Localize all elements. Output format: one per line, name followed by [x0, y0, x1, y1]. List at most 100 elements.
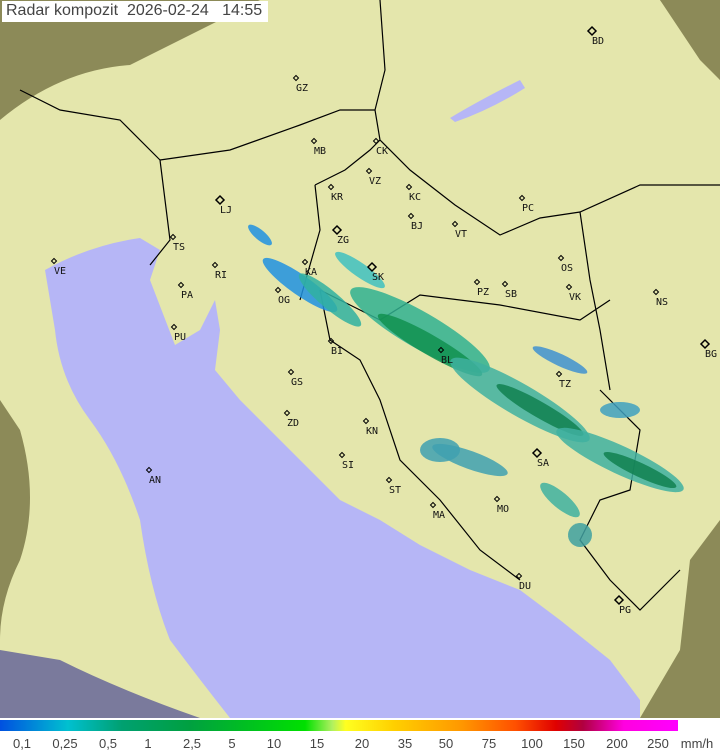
city-zg: ZG — [331, 224, 349, 246]
city-label: MA — [433, 510, 445, 521]
city-marker-icon — [613, 594, 625, 606]
city-bd: BD — [586, 25, 604, 47]
city-pg: PG — [613, 594, 631, 616]
city-label: SK — [372, 272, 384, 283]
city-marker-icon — [555, 370, 563, 378]
city-markers: BD GZ MB CK VZ KR KC PC LJ BJ VT ZG TS VE OS SK KA RI PZ SB… — [50, 25, 717, 616]
colorbar-label: 100 — [521, 736, 543, 751]
city-marker-icon — [652, 288, 660, 296]
city-ck: CK — [372, 137, 388, 157]
city-ns: NS — [652, 288, 668, 308]
city-kr: KR — [327, 183, 344, 203]
city-label: SB — [505, 289, 517, 300]
city-label: VE — [54, 266, 66, 277]
city-pc: PC — [518, 194, 534, 214]
city-bg: BG — [699, 338, 717, 360]
city-label: TS — [173, 242, 185, 253]
city-label: BG — [705, 349, 717, 360]
city-marker-icon — [473, 278, 481, 286]
city-marker-icon — [699, 338, 711, 350]
rain-echo — [298, 273, 362, 327]
rain-echo — [532, 346, 588, 374]
city-vk: VK — [565, 283, 581, 303]
city-label: KC — [409, 192, 421, 203]
city-label: VZ — [369, 176, 381, 187]
city-ma: MA — [429, 501, 445, 521]
city-sb: SB — [501, 280, 517, 300]
city-marker-icon — [310, 137, 318, 145]
city-sk: SK — [366, 261, 384, 283]
city-marker-icon — [170, 323, 178, 331]
city-marker-icon — [50, 257, 58, 265]
city-marker-icon — [429, 501, 437, 509]
city-marker-icon — [407, 212, 415, 220]
colorbar-label: 2,5 — [182, 736, 202, 751]
city-gz: GZ — [292, 74, 308, 94]
city-label: BI — [331, 346, 343, 357]
colorbar-label: 150 — [563, 736, 585, 751]
city-bl: BL — [437, 346, 453, 366]
city-marker-icon — [385, 476, 393, 484]
city-marker-icon — [331, 224, 343, 236]
city-label: KN — [366, 426, 378, 437]
city-label: BD — [592, 36, 604, 47]
city-label: BJ — [411, 221, 423, 232]
colorbar-label: 75 — [481, 736, 497, 751]
city-marker-icon — [301, 258, 309, 266]
title-time: 14:55 — [222, 2, 263, 19]
city-marker-icon — [586, 25, 598, 37]
city-pa: PA — [177, 281, 193, 301]
city-label: KR — [331, 192, 344, 203]
city-marker-icon — [287, 368, 295, 376]
city-label: VK — [569, 292, 581, 303]
city-label: MB — [314, 146, 326, 157]
title-text: Radar kompozit — [6, 2, 119, 19]
city-label: CK — [376, 146, 388, 157]
rain-echo — [603, 451, 677, 489]
rain-echo — [568, 523, 592, 547]
city-label: ZG — [337, 235, 349, 246]
rain-echo — [248, 224, 272, 246]
city-kc: KC — [405, 183, 421, 203]
city-marker-icon — [338, 451, 346, 459]
radar-map[interactable]: BD GZ MB CK VZ KR KC PC LJ BJ VT ZG TS VE OS SK KA RI PZ SB… — [0, 0, 720, 718]
city-label: AN — [149, 475, 161, 486]
city-label: VT — [455, 229, 467, 240]
colorbar-label: 20 — [354, 736, 370, 751]
city-label: PG — [619, 605, 631, 616]
city-label: KA — [305, 267, 317, 278]
city-zd: ZD — [283, 409, 299, 429]
precipitation-colorbar — [0, 720, 678, 731]
map-title: Radar kompozit 2026-02-24 14:55 — [2, 1, 269, 22]
colorbar-unit: mm/h — [680, 736, 714, 751]
city-label: MO — [497, 504, 509, 515]
city-ts: TS — [169, 233, 185, 253]
city-label: OG — [278, 295, 290, 306]
city-marker-icon — [177, 281, 185, 289]
city-marker-icon — [518, 194, 526, 202]
city-bi: BI — [327, 337, 343, 357]
city-marker-icon — [405, 183, 413, 191]
rain-echo — [335, 251, 385, 289]
city-label: ZD — [287, 418, 299, 429]
city-vt: VT — [451, 220, 467, 240]
city-marker-icon — [501, 280, 509, 288]
city-marker-icon — [169, 233, 177, 241]
city-marker-icon — [214, 194, 226, 206]
city-label: PC — [522, 203, 534, 214]
colorbar-label: 50 — [438, 736, 454, 751]
city-marker-icon — [292, 74, 300, 82]
colorbar-label: 15 — [309, 736, 325, 751]
city-label: TZ — [559, 379, 571, 390]
city-pz: PZ — [473, 278, 489, 298]
lake-balaton — [450, 80, 525, 122]
rain-echo — [496, 384, 584, 436]
city-an: AN — [145, 466, 161, 486]
city-bj: BJ — [407, 212, 423, 232]
city-marker-icon — [493, 495, 501, 503]
city-label: BL — [441, 355, 453, 366]
rain-echo — [600, 402, 640, 418]
colorbar-label: 35 — [397, 736, 413, 751]
colorbar-label: 250 — [647, 736, 669, 751]
city-marker-icon — [557, 254, 565, 262]
